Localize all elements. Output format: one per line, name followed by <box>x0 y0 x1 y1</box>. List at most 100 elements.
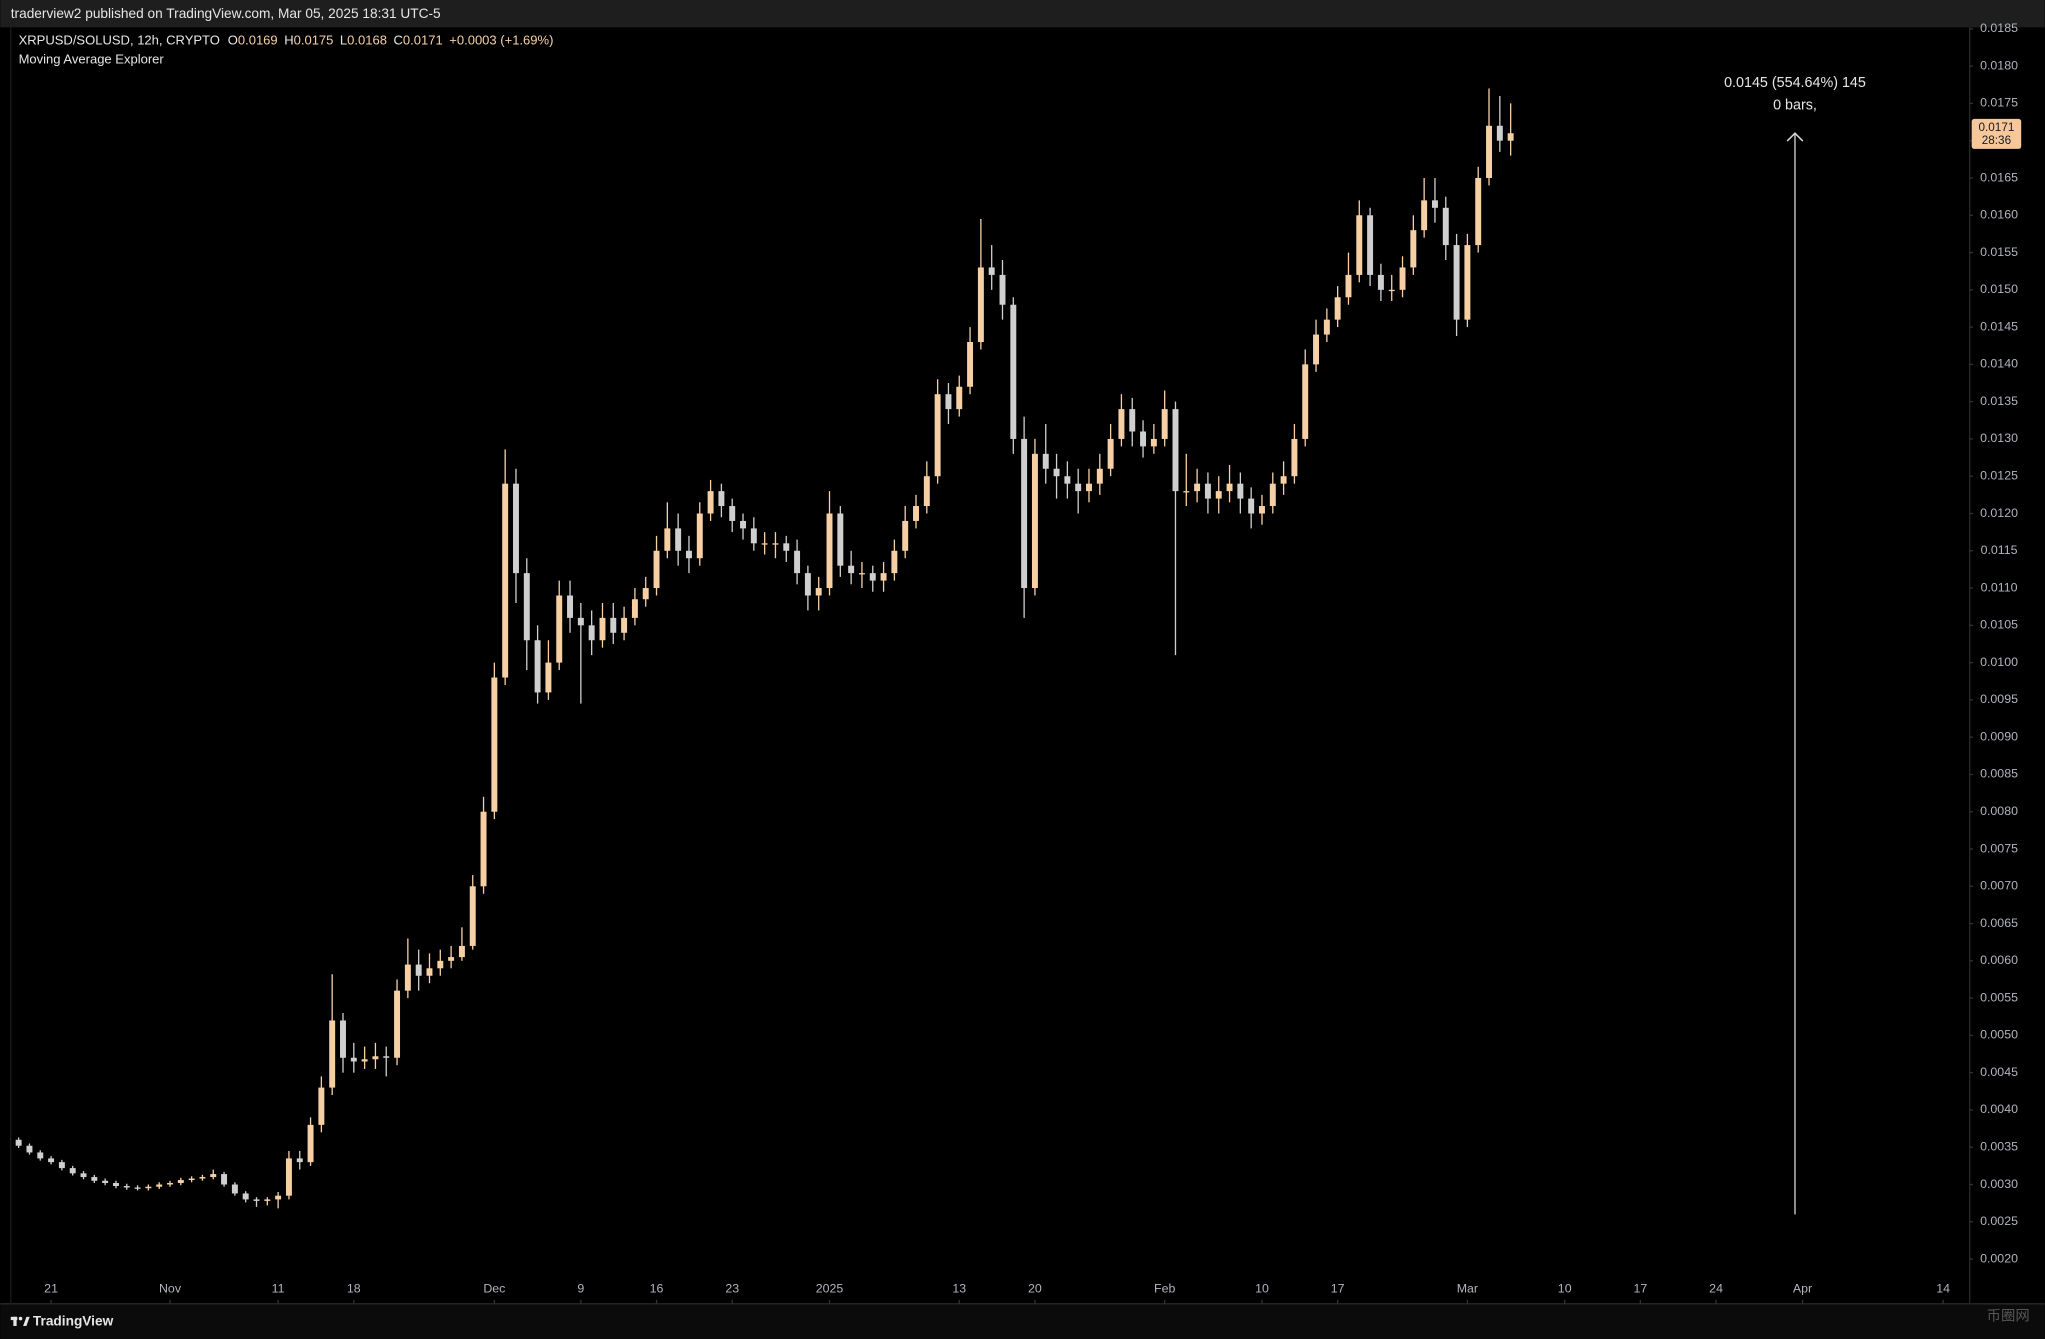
x-tick-label: Feb <box>1154 1282 1175 1296</box>
candle-body <box>242 1193 249 1200</box>
y-tick-label: 0.0160 <box>1980 208 2018 222</box>
candle-body <box>1496 125 1503 141</box>
candle-body <box>221 1174 228 1185</box>
candle-body <box>826 513 833 589</box>
candle-body <box>621 617 628 633</box>
y-tick-label: 0.0130 <box>1980 431 2018 445</box>
candle-body <box>134 1187 141 1189</box>
candle-body <box>1345 274 1352 298</box>
candle-body <box>1507 133 1514 141</box>
x-tick-label: 10 <box>1255 1282 1269 1296</box>
y-tick-label: 0.0175 <box>1980 96 2018 110</box>
candle-body <box>1031 453 1038 589</box>
candle-body <box>37 1152 44 1159</box>
candle-body <box>1172 409 1179 492</box>
candle-body <box>167 1183 173 1185</box>
y-tick-label: 0.0125 <box>1980 468 2018 482</box>
y-tick-label: 0.0065 <box>1980 916 2018 930</box>
candle-body <box>804 573 811 596</box>
candle-body <box>372 1056 379 1060</box>
candle-body <box>91 1177 98 1181</box>
y-tick-label: 0.0050 <box>1980 1028 2018 1042</box>
y-tick-label: 0.0180 <box>1980 58 2018 72</box>
candle-body <box>394 990 401 1058</box>
candle-body <box>880 573 887 581</box>
candle-body <box>404 964 411 991</box>
candles <box>10 88 1514 1209</box>
candle-body <box>1410 230 1417 268</box>
candle-body <box>523 573 530 641</box>
candle-body <box>718 491 725 507</box>
brand-logo <box>10 1316 30 1326</box>
y-tick-label: 0.0095 <box>1980 692 2018 706</box>
candle-body <box>1226 483 1233 492</box>
candle-body <box>1356 215 1363 275</box>
candle-body <box>1161 409 1168 439</box>
candle-body <box>1464 245 1471 320</box>
candle-body <box>902 520 909 551</box>
y-tick-label: 0.0080 <box>1980 804 2018 818</box>
candle-body <box>642 588 649 600</box>
candle-body <box>1269 483 1276 507</box>
candle-body <box>653 550 660 589</box>
candle-body <box>783 543 790 551</box>
candle-body <box>1280 476 1287 484</box>
candle-body <box>285 1158 292 1196</box>
candle-body <box>956 386 963 410</box>
footer-bar <box>0 1303 2045 1339</box>
legend-key: L <box>340 33 347 48</box>
candle-body <box>469 886 476 946</box>
candle-body <box>1453 245 1460 320</box>
candle-body <box>188 1178 195 1181</box>
candle-body <box>1237 483 1244 499</box>
candle-body <box>577 617 584 626</box>
y-tick-label: 0.0120 <box>1980 506 2018 520</box>
candle-body <box>1140 431 1147 447</box>
candle-body <box>102 1180 109 1184</box>
candle-body <box>210 1174 217 1178</box>
x-tick-label: 17 <box>1331 1282 1345 1296</box>
candle-body <box>69 1168 76 1174</box>
y-tick-label: 0.0060 <box>1980 953 2018 967</box>
candle-body <box>1367 215 1374 275</box>
candle-body <box>491 677 498 812</box>
candle-body <box>1442 207 1449 246</box>
candle-body <box>696 513 703 559</box>
x-tick-label: 2025 <box>816 1282 844 1296</box>
candle-body <box>934 394 941 477</box>
candle-body <box>1150 438 1157 447</box>
candle-body <box>253 1199 260 1201</box>
legend-value: 0.0168 <box>347 33 387 48</box>
candle-body <box>1259 506 1265 514</box>
header-bar <box>0 0 2045 28</box>
candle-body <box>513 483 519 574</box>
candle-body <box>329 1020 336 1088</box>
x-tick-label: 11 <box>272 1282 285 1296</box>
candle-body <box>48 1158 55 1163</box>
candle-body <box>318 1087 325 1125</box>
indicator-name: Moving Average Explorer <box>19 51 165 66</box>
legend-key: H <box>284 33 293 48</box>
last-price-box <box>1971 118 2022 149</box>
candle-body <box>1421 200 1428 231</box>
measure-bars: 0 bars, <box>1773 97 1817 113</box>
candle-body <box>480 811 487 887</box>
candle-body <box>177 1180 184 1184</box>
candle-body <box>1042 453 1049 469</box>
candle-body <box>664 528 671 551</box>
candle-body <box>1010 304 1017 439</box>
x-tick-label: 18 <box>347 1282 361 1296</box>
candle-body <box>1183 491 1190 493</box>
candle-body <box>275 1195 282 1200</box>
candle-body <box>534 640 541 693</box>
legend-key: O <box>228 33 238 48</box>
y-tick-label: 0.0075 <box>1980 841 2018 855</box>
legend-value: 0.0169 <box>238 33 278 48</box>
header: traderview2 published on TradingView.com… <box>11 6 441 21</box>
y-tick-label: 0.0185 <box>1980 21 2018 35</box>
candle-body <box>1377 274 1384 290</box>
candle-body <box>977 267 984 343</box>
candle-body <box>296 1158 303 1163</box>
